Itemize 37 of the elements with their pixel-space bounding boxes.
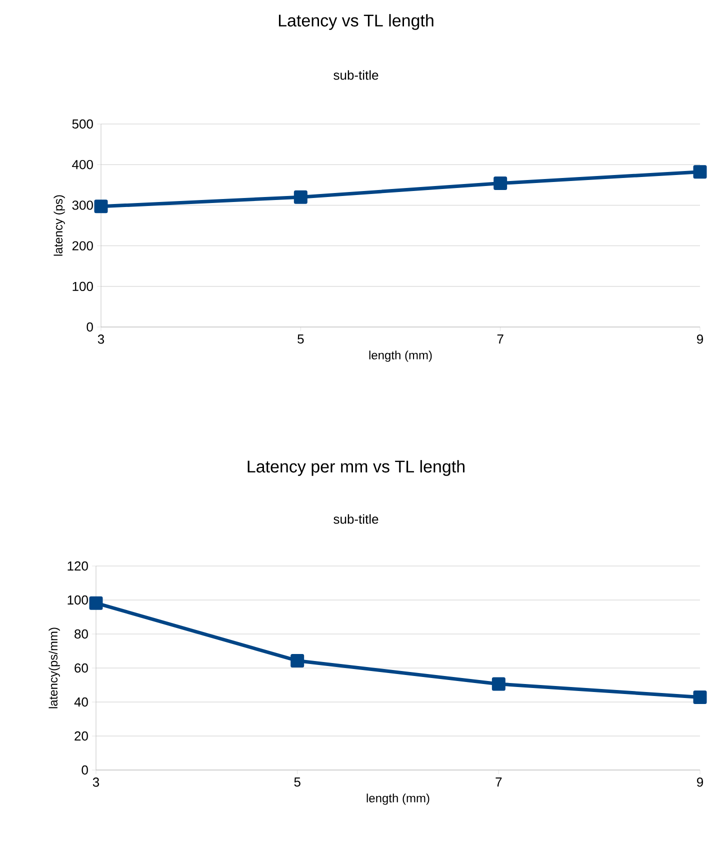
chart-title: Latency per mm vs TL length: [248, 460, 464, 476]
y-tick-label: 400: [72, 160, 93, 170]
point: [294, 190, 308, 204]
point: [494, 176, 508, 190]
y-tick-label: 0: [86, 322, 93, 332]
y-axis-title: latency (ps): [54, 195, 65, 256]
y-tick-label: 100: [72, 282, 93, 292]
x-tick-label: 5: [298, 334, 304, 344]
x-tick-label: 9: [696, 778, 704, 787]
x-tick-label: 7: [497, 334, 504, 344]
point: [290, 654, 304, 668]
point: [94, 200, 108, 214]
y-tick-label: 120: [68, 561, 88, 571]
x-tick-label: 3: [92, 778, 100, 787]
point: [693, 690, 707, 704]
chart-subtitle: sub-title: [334, 514, 378, 524]
chart-title: Latency vs TL length: [278, 14, 434, 30]
x-axis-title: length (mm): [369, 350, 432, 362]
y-tick-label: 60: [74, 663, 88, 673]
point: [492, 677, 506, 691]
y-tick-label: 20: [74, 731, 88, 741]
point: [693, 165, 707, 179]
y-tick-label: 300: [72, 200, 93, 210]
y-tick-label: 40: [74, 697, 88, 707]
x-tick-label: 9: [696, 334, 704, 344]
x-tick-label: 5: [294, 778, 300, 787]
y-tick-label: 100: [68, 595, 88, 605]
x-axis-title: length (mm): [366, 794, 430, 805]
y-tick-label: 500: [72, 119, 93, 129]
y-tick-label: 200: [72, 241, 93, 250]
chart-subtitle: sub-title: [334, 70, 378, 80]
x-tick-label: 7: [496, 778, 502, 786]
y-tick-label: 0: [82, 765, 88, 775]
x-tick-label: 3: [98, 334, 104, 344]
y-tick-label: 80: [74, 629, 88, 639]
y-axis-title: latency(ps/mm): [48, 628, 60, 708]
point: [89, 596, 103, 610]
